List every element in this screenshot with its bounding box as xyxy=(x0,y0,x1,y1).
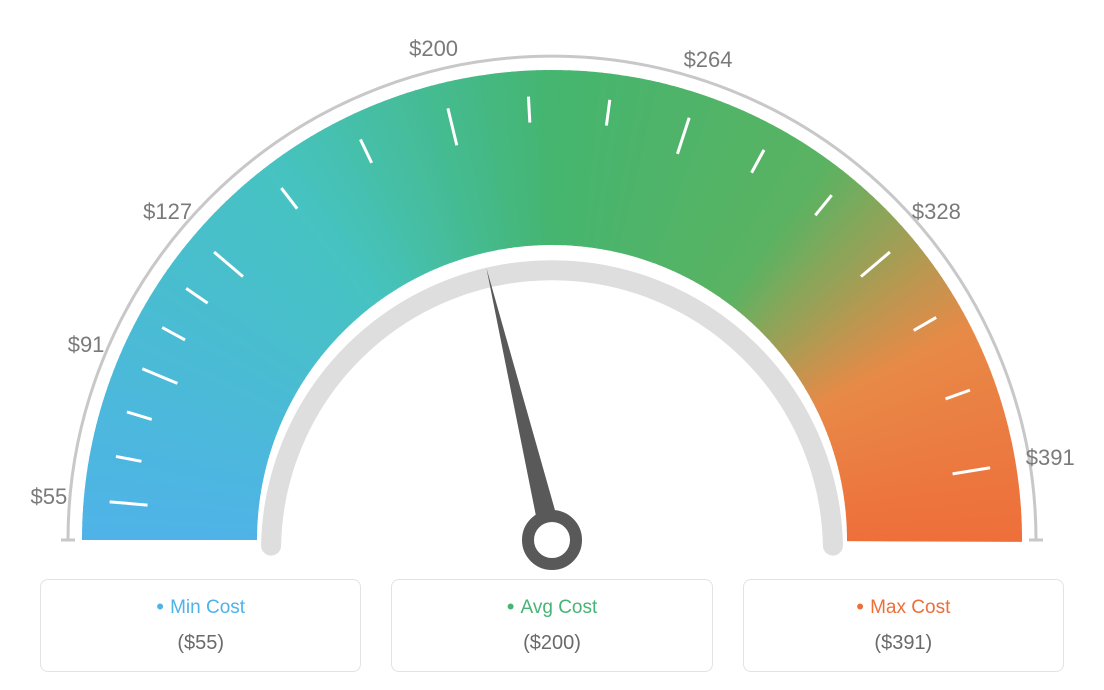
legend-title-avg: Avg Cost xyxy=(392,594,711,620)
gauge-color-arc xyxy=(82,70,1022,542)
gauge-tick-label: $91 xyxy=(68,332,105,358)
gauge-needle-base xyxy=(528,516,576,564)
legend-card-min: Min Cost ($55) xyxy=(40,579,361,672)
legend-title-max: Max Cost xyxy=(744,594,1063,620)
gauge-tick-label: $328 xyxy=(912,199,961,225)
legend-value-avg: ($200) xyxy=(392,632,711,655)
gauge-svg xyxy=(0,0,1104,570)
legend-card-avg: Avg Cost ($200) xyxy=(391,579,712,672)
gauge-needle xyxy=(486,268,562,543)
legend-row: Min Cost ($55) Avg Cost ($200) Max Cost … xyxy=(40,579,1064,672)
gauge-tick-label: $55 xyxy=(31,484,68,510)
legend-value-min: ($55) xyxy=(41,632,360,655)
legend-value-max: ($391) xyxy=(744,632,1063,655)
gauge-tick-label: $200 xyxy=(409,36,458,62)
gauge-tick-label: $127 xyxy=(143,199,192,225)
legend-card-max: Max Cost ($391) xyxy=(743,579,1064,672)
gauge-area: $55 $91 $127 $200 $264 $328 $391 xyxy=(0,0,1104,570)
gauge-chart-container: $55 $91 $127 $200 $264 $328 $391 Min Cost ($55… xyxy=(0,0,1104,690)
gauge-tick-label: $391 xyxy=(1026,445,1075,471)
gauge-tick-label: $264 xyxy=(684,47,733,73)
legend-title-min: Min Cost xyxy=(41,594,360,620)
